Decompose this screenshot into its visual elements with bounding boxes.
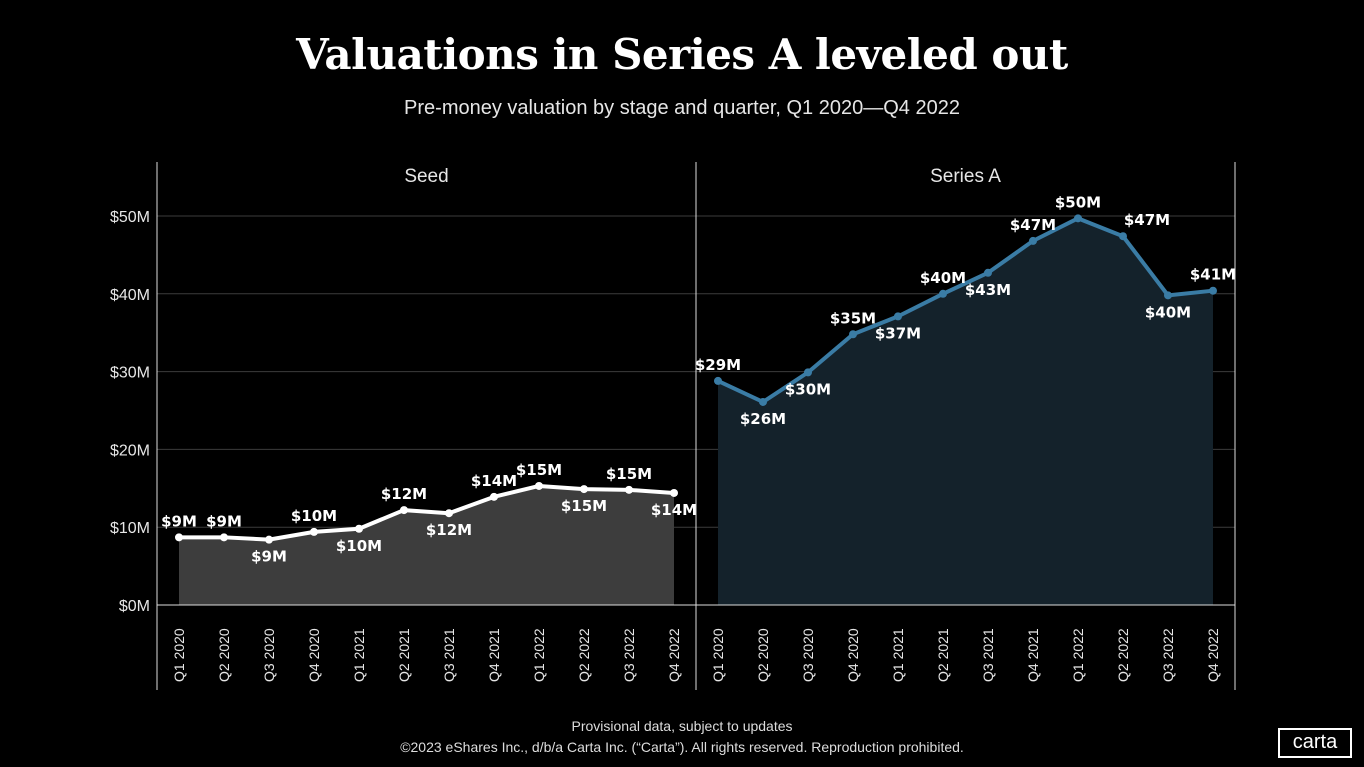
data-point xyxy=(849,330,857,339)
data-label: $12M xyxy=(381,485,427,503)
data-point xyxy=(625,485,633,494)
data-label: $15M xyxy=(561,497,607,515)
data-point xyxy=(984,268,992,277)
data-label: $35M xyxy=(830,309,876,327)
x-tick-label: Q2 2020 xyxy=(755,628,771,682)
x-tick-label: Q4 2020 xyxy=(845,628,861,682)
x-tick-label: Q2 2020 xyxy=(216,628,232,682)
panel-seed: $9M Q1 2020 $9M Q2 2020 $9M Q3 2020 $10M Q4 202… xyxy=(161,166,697,682)
data-label: $43M xyxy=(965,281,1011,299)
data-label: $50M xyxy=(1055,193,1101,211)
y-tick-label: $10M xyxy=(110,520,150,537)
data-point xyxy=(670,488,678,497)
x-tick-label: Q2 2022 xyxy=(576,628,592,682)
x-tick-label: Q1 2022 xyxy=(1070,628,1086,682)
data-label: $15M xyxy=(606,465,652,483)
x-tick-label: Q3 2021 xyxy=(441,628,457,682)
data-point xyxy=(220,533,228,542)
data-label: $15M xyxy=(516,461,562,479)
data-point xyxy=(1029,236,1037,245)
x-tick-label: Q3 2020 xyxy=(800,628,816,682)
data-point xyxy=(759,397,767,406)
data-label: $12M xyxy=(426,521,472,539)
series-line xyxy=(179,483,675,542)
data-label: $10M xyxy=(336,537,382,555)
y-tick-label: $50M xyxy=(110,209,150,226)
data-point xyxy=(1074,214,1082,223)
x-tick-label: Q2 2021 xyxy=(935,628,951,682)
data-label: $29M xyxy=(695,356,741,374)
data-point xyxy=(804,368,812,377)
area-fill xyxy=(718,218,1213,606)
area-fill xyxy=(179,485,674,605)
data-label: $37M xyxy=(875,324,921,342)
data-label: $41M xyxy=(1190,266,1236,284)
data-point xyxy=(490,492,498,501)
x-tick-label: Q1 2022 xyxy=(531,628,547,682)
data-point xyxy=(175,533,183,542)
data-label: $30M xyxy=(785,380,831,398)
x-tick-label: Q4 2020 xyxy=(306,628,322,682)
data-point xyxy=(265,535,273,544)
x-tick-label: Q1 2020 xyxy=(710,628,726,682)
panel-title: Series A xyxy=(930,166,1001,187)
x-tick-label: Q4 2021 xyxy=(1025,628,1041,682)
panel-series-a: $29M Q1 2020 $26M Q2 2020 $30M Q3 2020 $35M Q4 … xyxy=(695,166,1236,682)
x-tick-label: Q3 2020 xyxy=(261,628,277,682)
data-point xyxy=(355,524,363,533)
data-label: $14M xyxy=(651,501,697,519)
data-point xyxy=(1164,291,1172,300)
data-label: $40M xyxy=(1145,303,1191,321)
data-point xyxy=(939,289,947,298)
x-tick-label: Q4 2022 xyxy=(1205,628,1221,682)
series-line xyxy=(717,216,1214,404)
x-tick-label: Q2 2021 xyxy=(396,628,412,682)
data-point xyxy=(1209,286,1217,295)
x-tick-label: Q1 2020 xyxy=(171,628,187,682)
panel-title: Seed xyxy=(404,166,448,187)
x-tick-label: Q3 2021 xyxy=(980,628,996,682)
data-point xyxy=(714,376,722,385)
x-tick-label: Q4 2021 xyxy=(486,628,502,682)
data-label: $14M xyxy=(471,472,517,490)
data-point xyxy=(535,481,543,490)
data-point xyxy=(894,312,902,321)
chart-subtitle: Pre-money valuation by stage and quarter… xyxy=(404,97,960,119)
x-tick-label: Q4 2022 xyxy=(666,628,682,682)
data-label: $26M xyxy=(740,410,786,428)
data-point xyxy=(400,506,408,515)
data-label: $9M xyxy=(251,548,287,566)
x-tick-label: Q2 2022 xyxy=(1115,628,1131,682)
carta-logo: carta xyxy=(1278,728,1352,758)
x-tick-label: Q3 2022 xyxy=(621,628,637,682)
y-tick-label: $40M xyxy=(110,287,150,304)
data-point xyxy=(310,527,318,536)
y-tick-label: $20M xyxy=(110,442,150,459)
x-tick-label: Q1 2021 xyxy=(890,628,906,682)
data-label: $10M xyxy=(291,507,337,525)
chart-title: Valuations in Series A leveled out xyxy=(296,30,1068,79)
data-label: $9M xyxy=(206,512,242,530)
footer-note: Provisional data, subject to updates xyxy=(571,718,793,734)
data-point xyxy=(1119,232,1127,241)
data-label: $9M xyxy=(161,512,197,530)
x-tick-label: Q3 2022 xyxy=(1160,628,1176,682)
data-point xyxy=(445,509,453,518)
footer-copyright: ©2023 eShares Inc., d/b/a Carta Inc. (“C… xyxy=(400,739,964,755)
data-label: $40M xyxy=(920,269,966,287)
data-label: $47M xyxy=(1124,211,1170,229)
y-tick-label: $0M xyxy=(119,598,150,615)
data-point xyxy=(580,485,588,494)
y-tick-label: $30M xyxy=(110,365,150,382)
data-label: $47M xyxy=(1010,216,1056,234)
x-tick-label: Q1 2021 xyxy=(351,628,367,682)
